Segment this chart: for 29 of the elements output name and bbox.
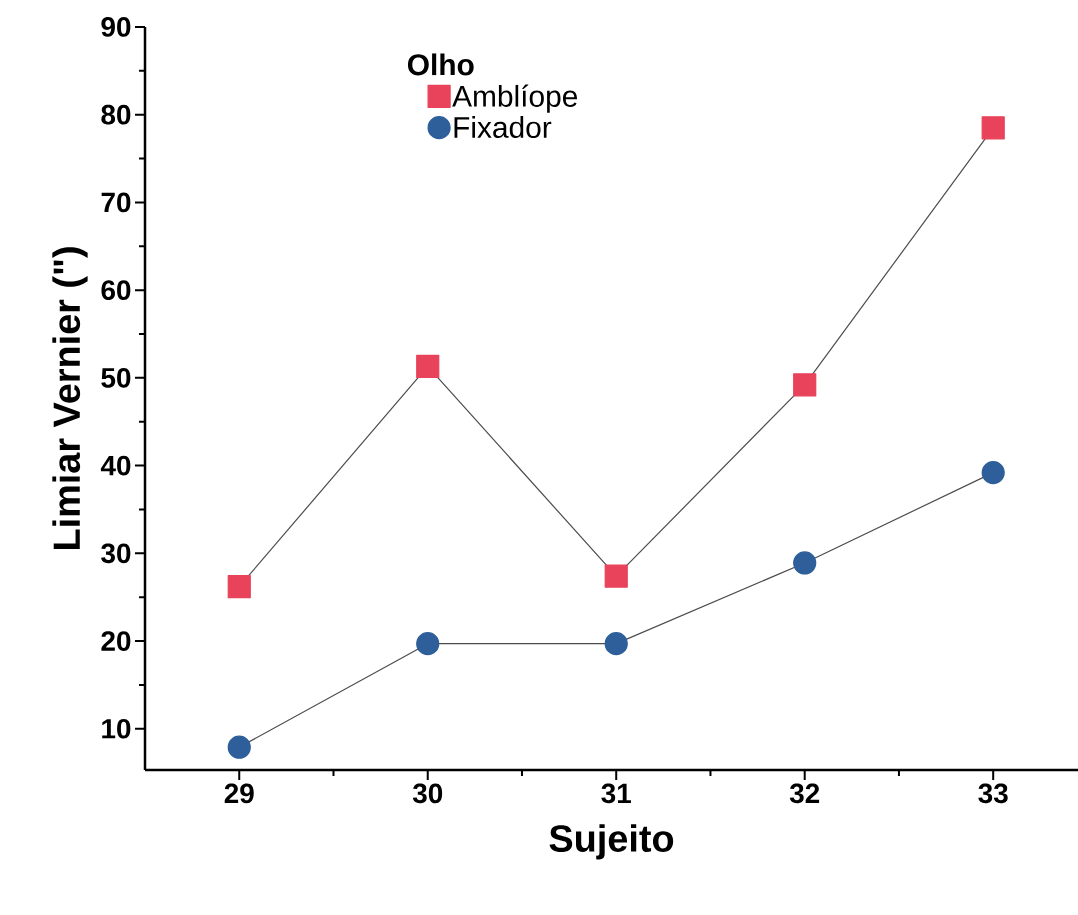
point xyxy=(793,551,817,575)
point xyxy=(793,373,817,397)
point xyxy=(981,461,1005,485)
y-axis-title: Limiar Vernier (") xyxy=(52,247,88,550)
y-tick-label: 50 xyxy=(101,368,131,388)
point xyxy=(227,735,251,759)
x-tick-label: 33 xyxy=(978,783,1008,804)
y-tick-label: 90 xyxy=(101,17,131,37)
y-tick-label: 70 xyxy=(101,192,131,213)
x-axis-title: Sujeito xyxy=(549,824,674,860)
point xyxy=(416,354,440,379)
point xyxy=(227,575,251,599)
legend-label: Fixador xyxy=(454,116,552,139)
point xyxy=(416,632,440,656)
y-tick-label: 10 xyxy=(102,718,131,739)
point xyxy=(604,632,628,656)
legend-label: Amblíope xyxy=(452,84,578,113)
x-tick-label: 32 xyxy=(789,783,820,804)
point xyxy=(981,116,1005,140)
y-tick-label: 60 xyxy=(101,280,131,301)
point xyxy=(604,564,628,588)
y-tick-label: 80 xyxy=(101,104,131,125)
x-tick-label: 29 xyxy=(224,783,254,804)
x-tick-label: 31 xyxy=(601,783,631,804)
y-tick-label: 40 xyxy=(100,455,131,476)
y-tick-label: 20 xyxy=(101,631,131,651)
legend-title: Olho xyxy=(407,53,474,76)
y-tick-label: 30 xyxy=(101,543,131,564)
x-tick-label: 30 xyxy=(412,783,443,804)
